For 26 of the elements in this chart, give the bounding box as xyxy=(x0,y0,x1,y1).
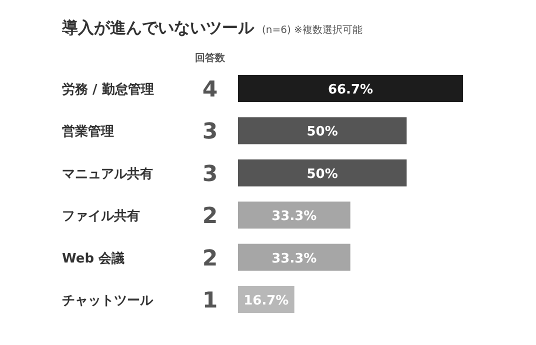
data-label: 50% xyxy=(306,166,338,182)
chart-subtitle: (n=6) ※複数選択可能 xyxy=(262,24,362,36)
text: 1 xyxy=(202,288,218,314)
data-label: 33.3% xyxy=(272,209,317,224)
bar xyxy=(238,159,407,186)
y-tick-label: 労務 / 勤怠管理 xyxy=(62,82,154,98)
text: 4 xyxy=(202,78,218,102)
bar xyxy=(238,202,350,229)
chart-title: 導入が進んでいないツール xyxy=(61,18,255,37)
bar xyxy=(238,75,463,102)
data-label: 16.7% xyxy=(244,294,289,308)
text: 回答数 xyxy=(195,52,226,64)
text: 3 xyxy=(202,120,218,145)
bar xyxy=(238,117,407,144)
y-tick-label: 営業管理 xyxy=(62,124,114,140)
text: 2 xyxy=(202,246,218,272)
text: 3 xyxy=(202,162,218,187)
text: 2 xyxy=(202,204,218,230)
data-label: 50% xyxy=(306,124,338,140)
y-tick-label: ファイル共有 xyxy=(62,209,140,224)
y-tick-label: チャットツール xyxy=(62,294,154,308)
data-label: 33.3% xyxy=(272,251,317,266)
data-label: 66.7% xyxy=(328,82,374,98)
y-tick-label: マニュアル共有 xyxy=(62,166,153,182)
y-tick-label: Web 会議 xyxy=(62,250,125,266)
bar xyxy=(238,244,350,271)
